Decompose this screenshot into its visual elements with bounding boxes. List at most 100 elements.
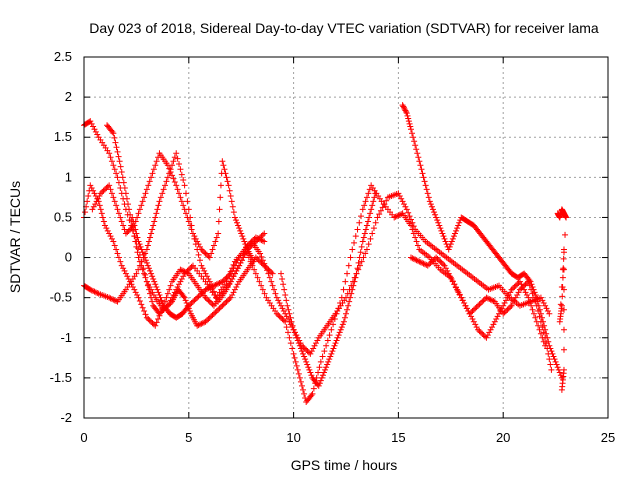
data-point <box>149 170 156 177</box>
data-point <box>449 235 456 242</box>
data-point <box>125 227 132 234</box>
data-point <box>210 242 217 249</box>
y-tick-label: -1.5 <box>50 370 72 385</box>
data-point <box>98 210 105 217</box>
data-point <box>440 261 447 268</box>
data-point <box>406 213 413 220</box>
data-point <box>423 186 430 193</box>
data-point <box>121 185 128 192</box>
data-point <box>205 275 212 282</box>
data-point <box>209 246 216 253</box>
data-point <box>135 254 142 261</box>
data-point <box>188 226 195 233</box>
data-point <box>121 226 128 233</box>
data-point <box>542 302 549 309</box>
data-point <box>445 270 452 277</box>
data-point <box>124 229 131 236</box>
x-tick-label: 0 <box>80 430 87 445</box>
data-point <box>244 242 251 249</box>
data-point <box>99 189 106 196</box>
data-point <box>141 254 148 261</box>
data-point <box>479 330 486 337</box>
data-point <box>134 234 141 241</box>
data-point <box>212 238 219 245</box>
data-point <box>159 190 166 197</box>
data-point <box>92 201 99 208</box>
data-point <box>298 348 305 355</box>
data-point <box>141 194 148 201</box>
data-point <box>370 225 377 232</box>
data-point <box>113 298 120 305</box>
data-point <box>278 270 285 277</box>
data-point <box>342 278 349 285</box>
data-point <box>189 230 196 237</box>
data-point <box>305 364 312 371</box>
data-point <box>178 275 185 282</box>
data-point <box>519 283 526 290</box>
data-point <box>198 262 205 269</box>
data-point <box>153 283 160 290</box>
data-point <box>559 283 566 290</box>
data-point <box>141 308 148 315</box>
data-point <box>215 230 222 237</box>
data-point <box>281 286 288 293</box>
data-point <box>324 361 331 368</box>
data-point <box>402 107 409 114</box>
data-point <box>362 250 369 257</box>
data-point <box>331 342 338 349</box>
data-point <box>407 216 414 223</box>
data-point <box>111 166 118 173</box>
data-point <box>110 296 117 303</box>
data-point <box>143 186 150 193</box>
data-point <box>202 270 209 277</box>
data-point <box>405 209 412 216</box>
data-point <box>152 322 159 329</box>
data-point <box>261 290 268 297</box>
data-point <box>507 304 514 311</box>
y-tick-label: -0.5 <box>50 290 72 305</box>
data-point <box>191 297 198 304</box>
data-point <box>94 289 101 296</box>
data-point <box>542 334 549 341</box>
data-point <box>396 193 403 200</box>
data-point <box>156 312 163 319</box>
data-point <box>262 263 269 270</box>
data-point <box>404 112 411 119</box>
data-point <box>136 206 143 213</box>
data-point <box>82 209 89 216</box>
data-point <box>456 219 463 226</box>
x-tick-label: 25 <box>601 430 615 445</box>
data-point <box>131 222 138 229</box>
data-point <box>330 321 337 328</box>
data-point <box>113 202 120 209</box>
data-point <box>220 277 227 284</box>
data-point <box>413 146 420 153</box>
data-point <box>328 326 335 333</box>
data-point <box>509 285 516 292</box>
data-point <box>446 243 453 250</box>
data-point <box>178 198 185 205</box>
data-point <box>537 330 544 337</box>
data-point <box>287 340 294 347</box>
data-point <box>148 318 155 325</box>
data-point <box>216 279 223 286</box>
data-point <box>241 251 248 258</box>
data-point <box>208 313 215 320</box>
data-point <box>310 345 317 352</box>
data-point <box>355 259 362 266</box>
data-point <box>326 332 333 339</box>
data-point <box>220 301 227 308</box>
data-point <box>358 213 365 220</box>
data-point <box>323 364 330 371</box>
data-point <box>209 283 216 290</box>
data-point <box>226 296 233 303</box>
data-point <box>337 326 344 333</box>
data-point <box>130 218 137 225</box>
data-point <box>122 270 129 277</box>
plot-frame <box>83 56 609 419</box>
data-point <box>237 227 244 234</box>
data-point <box>401 106 408 113</box>
data-point <box>515 279 522 286</box>
data-point <box>308 392 315 399</box>
data-point <box>234 219 241 226</box>
